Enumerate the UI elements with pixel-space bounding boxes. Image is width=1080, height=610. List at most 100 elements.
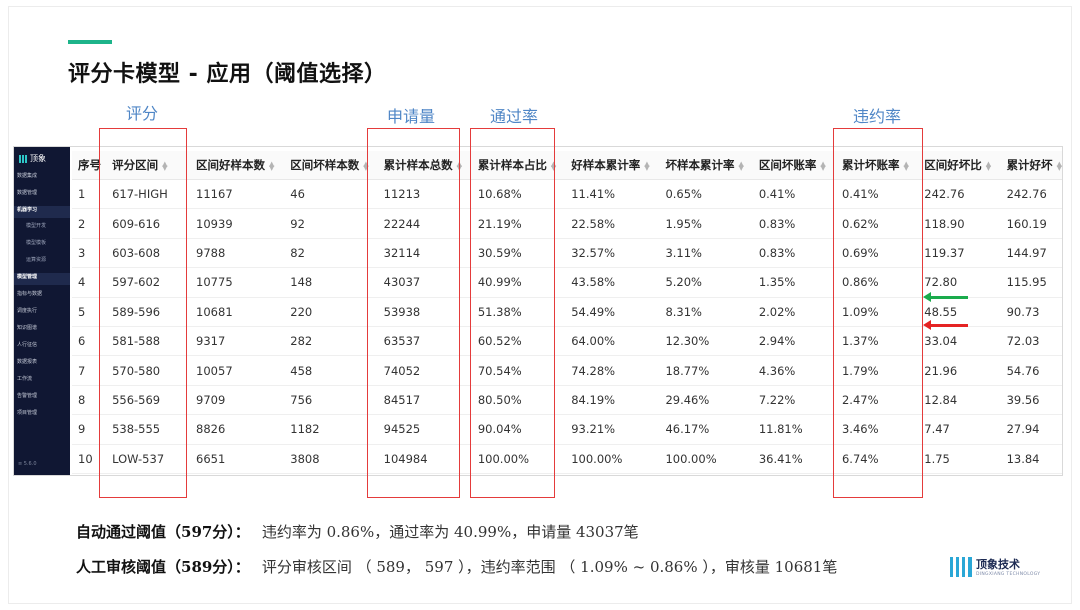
sidebar-item[interactable]: 人行征信 [17, 342, 38, 348]
sidebar-item[interactable]: 工作流 [17, 376, 33, 382]
column-header[interactable]: 累计坏账率 ▲ ▼ [835, 151, 919, 180]
sidebar-item[interactable]: 调度执行 [17, 308, 38, 314]
sort-icon[interactable]: ▲ ▼ [903, 159, 909, 172]
slide-frame [8, 6, 1072, 604]
table-cell: 12.84 [918, 385, 1001, 416]
sort-icon[interactable]: ▲ ▼ [738, 159, 744, 172]
column-header-label: 区间好坏比 [924, 158, 982, 172]
table-cell: 90.73 [1000, 297, 1062, 327]
table-cell: 581-588 [106, 326, 191, 357]
column-header[interactable]: 区间坏样本数 ▲ ▼ [284, 151, 378, 180]
column-header[interactable]: 区间好样本数 ▲ ▼ [190, 151, 285, 180]
sort-icon[interactable]: ▲ ▼ [820, 159, 826, 172]
table-cell: 53938 [377, 297, 472, 327]
sort-icon[interactable]: ▲ ▼ [644, 159, 650, 172]
table-cell: 9317 [190, 326, 285, 357]
sort-icon[interactable]: ▲ ▼ [985, 159, 992, 172]
column-header[interactable]: 坏样本累计率 ▲ ▼ [659, 151, 753, 180]
table-cell: 84.19% [565, 385, 660, 416]
table-cell: 54.76 [1000, 355, 1062, 386]
table-cell: 458 [284, 355, 378, 386]
sidebar-item[interactable]: 知识图谱 [17, 325, 38, 331]
table-cell: 556-569 [106, 385, 191, 416]
annotation-default-rate: 违约率 [853, 107, 902, 126]
sort-icon[interactable]: ▲ ▼ [550, 159, 557, 172]
table-cell: 84517 [377, 385, 472, 416]
table-cell: 0.65% [659, 179, 753, 210]
table-cell: 0.41% [752, 179, 836, 210]
table-cell: 93.21% [565, 414, 660, 445]
column-header-label: 序号 [78, 158, 101, 172]
table-cell: 21.96 [918, 355, 1001, 386]
table-header: 序号 评分区间 ▲ ▼ 区间好样本数 ▲ ▼ 区间坏样本数 ▲ ▼ 累计样本总数 ▲ ▼ 累计样本占比 ▲ ▼… [72, 151, 1062, 180]
sort-icon[interactable]: ▲ ▼ [269, 159, 275, 172]
brand-sub: DINGXIANG TECHNOLOGY [976, 572, 1041, 577]
title-accent-bar [68, 40, 112, 44]
sort-icon[interactable]: ▲ ▼ [162, 159, 168, 172]
sidebar-item[interactable]: 机器学习 [17, 207, 38, 213]
column-header[interactable]: 好样本累计率 ▲ ▼ [565, 151, 660, 180]
column-header[interactable]: 累计好坏 ▲ ▼ [1000, 151, 1062, 180]
table-cell: 100.00% [565, 444, 660, 474]
sidebar-item[interactable]: 数据集成 [17, 173, 38, 179]
table-row: 9 538-555 8826 1182 94525 90.04% 93.21% 46.17% 1… [72, 414, 1062, 445]
table-cell: 11.81% [752, 414, 836, 445]
brand-mark-icon [950, 556, 972, 577]
table-cell: 5.20% [659, 267, 753, 298]
sort-icon[interactable]: ▲ ▼ [1056, 159, 1062, 172]
table-cell: 12.30% [659, 326, 753, 357]
table-cell: 74.28% [565, 355, 660, 386]
table-cell: 36.41% [752, 444, 836, 474]
column-header-label: 好样本累计率 [571, 158, 641, 172]
sidebar-item[interactable]: 数据管理 [17, 190, 38, 196]
sidebar-active-highlight [14, 206, 70, 218]
sidebar-item[interactable]: 数据报表 [17, 359, 38, 365]
table-row: 2 609-616 10939 92 22244 21.19% 22.58% 1.95% 0.8… [72, 208, 1062, 239]
sidebar-item[interactable]: 告警管理 [17, 393, 38, 399]
table-cell: 3.46% [835, 414, 919, 445]
table-row: 8 556-569 9709 756 84517 80.50% 84.19% 29.46% 7.… [72, 385, 1062, 416]
summary-manual-threshold: 人工审核阈值（589分）： 评分审核区间 （ 589， 597 ），违约率范围 （… [76, 556, 837, 577]
table-cell: 74052 [377, 355, 472, 386]
table-cell: 72.03 [1000, 326, 1062, 357]
table-cell: 0.86% [835, 267, 919, 298]
table-cell: 119.37 [918, 238, 1001, 269]
table-cell: 220 [284, 297, 378, 327]
column-header[interactable]: 评分区间 ▲ ▼ [106, 151, 191, 180]
table-cell: 2 [72, 208, 107, 239]
sidebar-item[interactable]: 运算资源 [26, 257, 47, 263]
sort-icon[interactable]: ▲ ▼ [363, 159, 369, 172]
sidebar-item[interactable]: 指标与数据 [17, 291, 43, 297]
table-cell: 32.57% [565, 238, 660, 269]
table-row: 4 597-602 10775 148 43037 40.99% 43.58% 5.20% 1.… [72, 267, 1062, 298]
table-cell: 242.76 [918, 179, 1001, 210]
column-header: 序号 [72, 151, 107, 180]
table-cell: 18.77% [659, 355, 753, 386]
column-header[interactable]: 区间好坏比 ▲ ▼ [918, 151, 1001, 180]
highlight-box-pass-rate [470, 128, 555, 498]
table-cell: 22244 [377, 208, 472, 239]
table-cell: 589-596 [106, 297, 191, 327]
app-screenshot: 顶象 数据集成 数据管理 机器学习 模型开发 模型模板 运算资源 模型管理 指标与数据 调度执行… [13, 146, 1063, 476]
table-cell: 39.56 [1000, 385, 1062, 416]
sidebar-item[interactable]: 模型开发 [26, 223, 47, 229]
table-cell: 1.09% [835, 297, 919, 327]
column-header[interactable]: 累计样本占比 ▲ ▼ [471, 151, 566, 180]
table-cell: 3.11% [659, 238, 753, 269]
column-header[interactable]: 区间坏账率 ▲ ▼ [752, 151, 836, 180]
table-cell: 104984 [377, 444, 472, 474]
table-cell: 9709 [190, 385, 285, 416]
sidebar-item[interactable]: 模型管理 [17, 274, 38, 280]
table-cell: 9 [72, 414, 107, 445]
table-cell: 115.95 [1000, 267, 1062, 298]
summary-auto-threshold: 自动通过阈值（597分）： 违约率为 0.86%，通过率为 40.99%，申请量 … [76, 521, 639, 542]
table-row: 3 603-608 9788 82 32114 30.59% 32.57% 3.11% 0.83… [72, 238, 1062, 269]
table-cell: 609-616 [106, 208, 191, 239]
sidebar-item[interactable]: 项目管理 [17, 410, 38, 416]
table-cell: 90.04% [471, 414, 566, 445]
table-row: 1 617-HIGH 11167 46 11213 10.68% 11.41% 0.65% 0.… [72, 179, 1062, 210]
table-cell: 70.54% [471, 355, 566, 386]
table-cell: 46 [284, 179, 378, 210]
sidebar-item[interactable]: 模型模板 [26, 240, 47, 246]
table-cell: 0.62% [835, 208, 919, 239]
